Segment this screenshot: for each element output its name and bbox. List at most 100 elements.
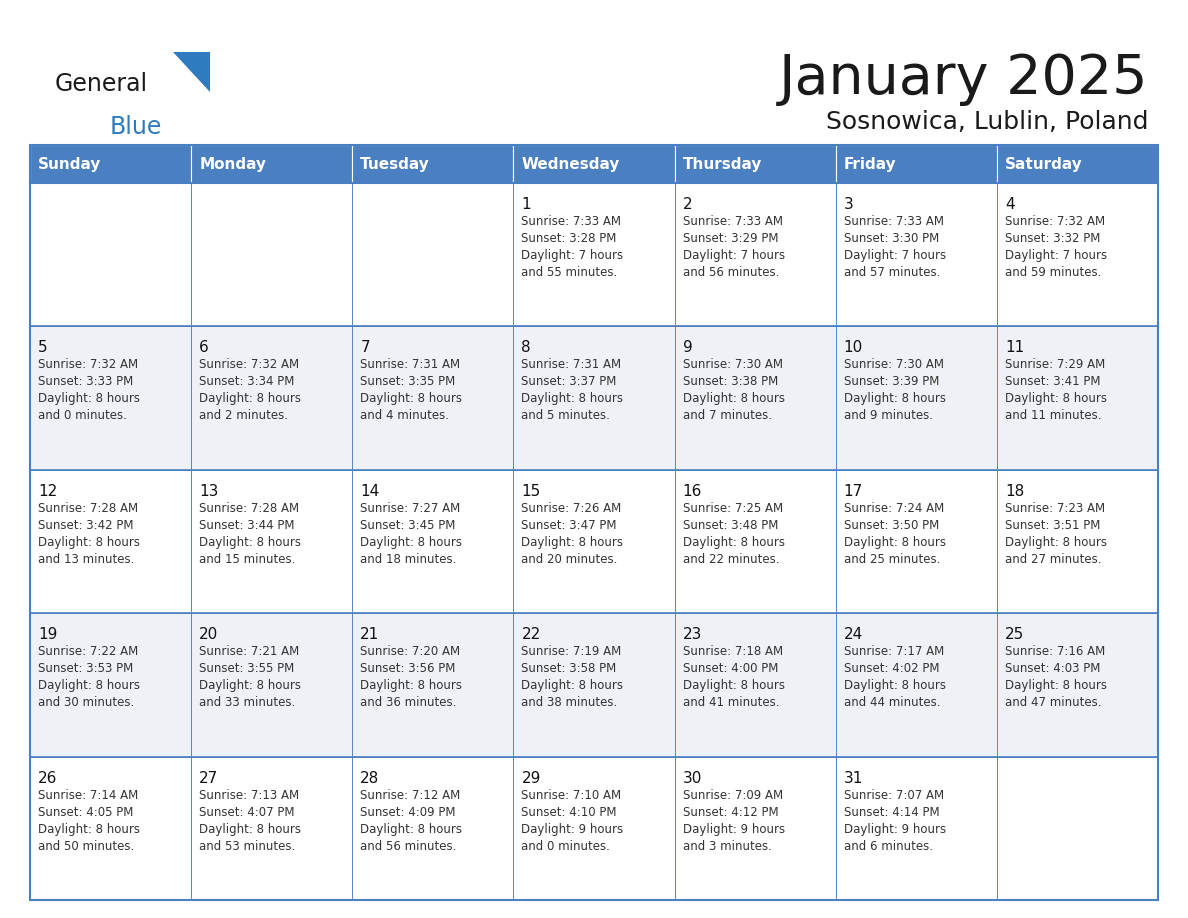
Text: Daylight: 8 hours: Daylight: 8 hours xyxy=(522,536,624,549)
Text: Sunrise: 7:20 AM: Sunrise: 7:20 AM xyxy=(360,645,461,658)
Text: 18: 18 xyxy=(1005,484,1024,498)
Text: Daylight: 7 hours: Daylight: 7 hours xyxy=(683,249,785,262)
Text: and 6 minutes.: and 6 minutes. xyxy=(843,840,933,853)
Bar xyxy=(997,756,1158,900)
Text: Daylight: 8 hours: Daylight: 8 hours xyxy=(360,823,462,835)
Bar xyxy=(191,327,353,470)
Text: Sunrise: 7:28 AM: Sunrise: 7:28 AM xyxy=(38,502,138,515)
Text: Sunrise: 7:32 AM: Sunrise: 7:32 AM xyxy=(200,358,299,372)
Text: Daylight: 8 hours: Daylight: 8 hours xyxy=(360,392,462,406)
Text: Sunrise: 7:07 AM: Sunrise: 7:07 AM xyxy=(843,789,943,801)
Text: Sunset: 4:02 PM: Sunset: 4:02 PM xyxy=(843,662,940,676)
Text: Daylight: 8 hours: Daylight: 8 hours xyxy=(683,679,784,692)
Text: Sunrise: 7:09 AM: Sunrise: 7:09 AM xyxy=(683,789,783,801)
Bar xyxy=(513,145,675,183)
Text: 8: 8 xyxy=(522,341,531,355)
Text: and 22 minutes.: and 22 minutes. xyxy=(683,553,779,565)
Text: and 15 minutes.: and 15 minutes. xyxy=(200,553,296,565)
Text: Sunset: 3:50 PM: Sunset: 3:50 PM xyxy=(843,519,939,532)
Text: Sunrise: 7:24 AM: Sunrise: 7:24 AM xyxy=(843,502,944,515)
Text: Sunrise: 7:29 AM: Sunrise: 7:29 AM xyxy=(1005,358,1105,372)
Text: Saturday: Saturday xyxy=(1005,156,1082,172)
Text: Sunset: 4:05 PM: Sunset: 4:05 PM xyxy=(38,806,133,819)
Bar xyxy=(191,613,353,756)
Text: and 57 minutes.: and 57 minutes. xyxy=(843,266,940,279)
Text: 10: 10 xyxy=(843,341,862,355)
Bar xyxy=(997,145,1158,183)
Text: and 55 minutes.: and 55 minutes. xyxy=(522,266,618,279)
Text: Thursday: Thursday xyxy=(683,156,762,172)
Text: Sunrise: 7:33 AM: Sunrise: 7:33 AM xyxy=(683,215,783,228)
Text: and 38 minutes.: and 38 minutes. xyxy=(522,696,618,710)
Text: and 50 minutes.: and 50 minutes. xyxy=(38,840,134,853)
Polygon shape xyxy=(173,52,210,92)
Text: Daylight: 8 hours: Daylight: 8 hours xyxy=(1005,392,1107,406)
Bar xyxy=(30,145,191,183)
Text: and 33 minutes.: and 33 minutes. xyxy=(200,696,296,710)
Text: and 30 minutes.: and 30 minutes. xyxy=(38,696,134,710)
Text: Daylight: 7 hours: Daylight: 7 hours xyxy=(522,249,624,262)
Text: and 56 minutes.: and 56 minutes. xyxy=(360,840,456,853)
Text: Sunrise: 7:27 AM: Sunrise: 7:27 AM xyxy=(360,502,461,515)
Text: Sunset: 4:10 PM: Sunset: 4:10 PM xyxy=(522,806,617,819)
Text: Sunset: 3:47 PM: Sunset: 3:47 PM xyxy=(522,519,617,532)
Text: Daylight: 9 hours: Daylight: 9 hours xyxy=(683,823,785,835)
Text: and 25 minutes.: and 25 minutes. xyxy=(843,553,940,565)
Text: Daylight: 8 hours: Daylight: 8 hours xyxy=(38,392,140,406)
Text: Sunday: Sunday xyxy=(38,156,101,172)
Text: Sunrise: 7:12 AM: Sunrise: 7:12 AM xyxy=(360,789,461,801)
Text: 24: 24 xyxy=(843,627,862,643)
Text: 6: 6 xyxy=(200,341,209,355)
Bar xyxy=(675,613,835,756)
Text: Daylight: 8 hours: Daylight: 8 hours xyxy=(683,392,784,406)
Text: Sunset: 4:14 PM: Sunset: 4:14 PM xyxy=(843,806,940,819)
Bar xyxy=(835,145,997,183)
Text: 16: 16 xyxy=(683,484,702,498)
Bar xyxy=(835,183,997,327)
Text: 19: 19 xyxy=(38,627,57,643)
Text: Sunset: 3:58 PM: Sunset: 3:58 PM xyxy=(522,662,617,676)
Bar xyxy=(513,327,675,470)
Bar xyxy=(513,756,675,900)
Text: 31: 31 xyxy=(843,770,864,786)
Text: Sunrise: 7:31 AM: Sunrise: 7:31 AM xyxy=(360,358,461,372)
Text: Daylight: 8 hours: Daylight: 8 hours xyxy=(200,823,301,835)
Text: Monday: Monday xyxy=(200,156,266,172)
Text: Sosnowica, Lublin, Poland: Sosnowica, Lublin, Poland xyxy=(826,110,1148,134)
Text: and 9 minutes.: and 9 minutes. xyxy=(843,409,933,422)
Text: and 13 minutes.: and 13 minutes. xyxy=(38,553,134,565)
Text: 14: 14 xyxy=(360,484,379,498)
Bar xyxy=(353,327,513,470)
Text: Sunset: 3:33 PM: Sunset: 3:33 PM xyxy=(38,375,133,388)
Text: Sunset: 4:07 PM: Sunset: 4:07 PM xyxy=(200,806,295,819)
Bar xyxy=(30,327,191,470)
Bar xyxy=(675,756,835,900)
Bar xyxy=(513,470,675,613)
Text: Sunrise: 7:16 AM: Sunrise: 7:16 AM xyxy=(1005,645,1105,658)
Text: 13: 13 xyxy=(200,484,219,498)
Text: 5: 5 xyxy=(38,341,48,355)
Text: Tuesday: Tuesday xyxy=(360,156,430,172)
Text: Sunset: 3:51 PM: Sunset: 3:51 PM xyxy=(1005,519,1100,532)
Bar xyxy=(835,470,997,613)
Text: Sunset: 3:45 PM: Sunset: 3:45 PM xyxy=(360,519,456,532)
Text: 25: 25 xyxy=(1005,627,1024,643)
Text: Sunset: 3:37 PM: Sunset: 3:37 PM xyxy=(522,375,617,388)
Bar xyxy=(353,145,513,183)
Text: Daylight: 8 hours: Daylight: 8 hours xyxy=(843,679,946,692)
Bar xyxy=(675,183,835,327)
Text: Sunset: 3:55 PM: Sunset: 3:55 PM xyxy=(200,662,295,676)
Text: Daylight: 8 hours: Daylight: 8 hours xyxy=(843,536,946,549)
Bar xyxy=(191,470,353,613)
Text: Blue: Blue xyxy=(110,115,163,139)
Text: 28: 28 xyxy=(360,770,379,786)
Text: Sunset: 3:29 PM: Sunset: 3:29 PM xyxy=(683,232,778,245)
Text: and 36 minutes.: and 36 minutes. xyxy=(360,696,456,710)
Text: and 2 minutes.: and 2 minutes. xyxy=(200,409,289,422)
Text: and 7 minutes.: and 7 minutes. xyxy=(683,409,771,422)
Bar xyxy=(835,327,997,470)
Text: and 0 minutes.: and 0 minutes. xyxy=(522,840,611,853)
Text: Daylight: 8 hours: Daylight: 8 hours xyxy=(360,679,462,692)
Text: 26: 26 xyxy=(38,770,57,786)
Bar xyxy=(353,756,513,900)
